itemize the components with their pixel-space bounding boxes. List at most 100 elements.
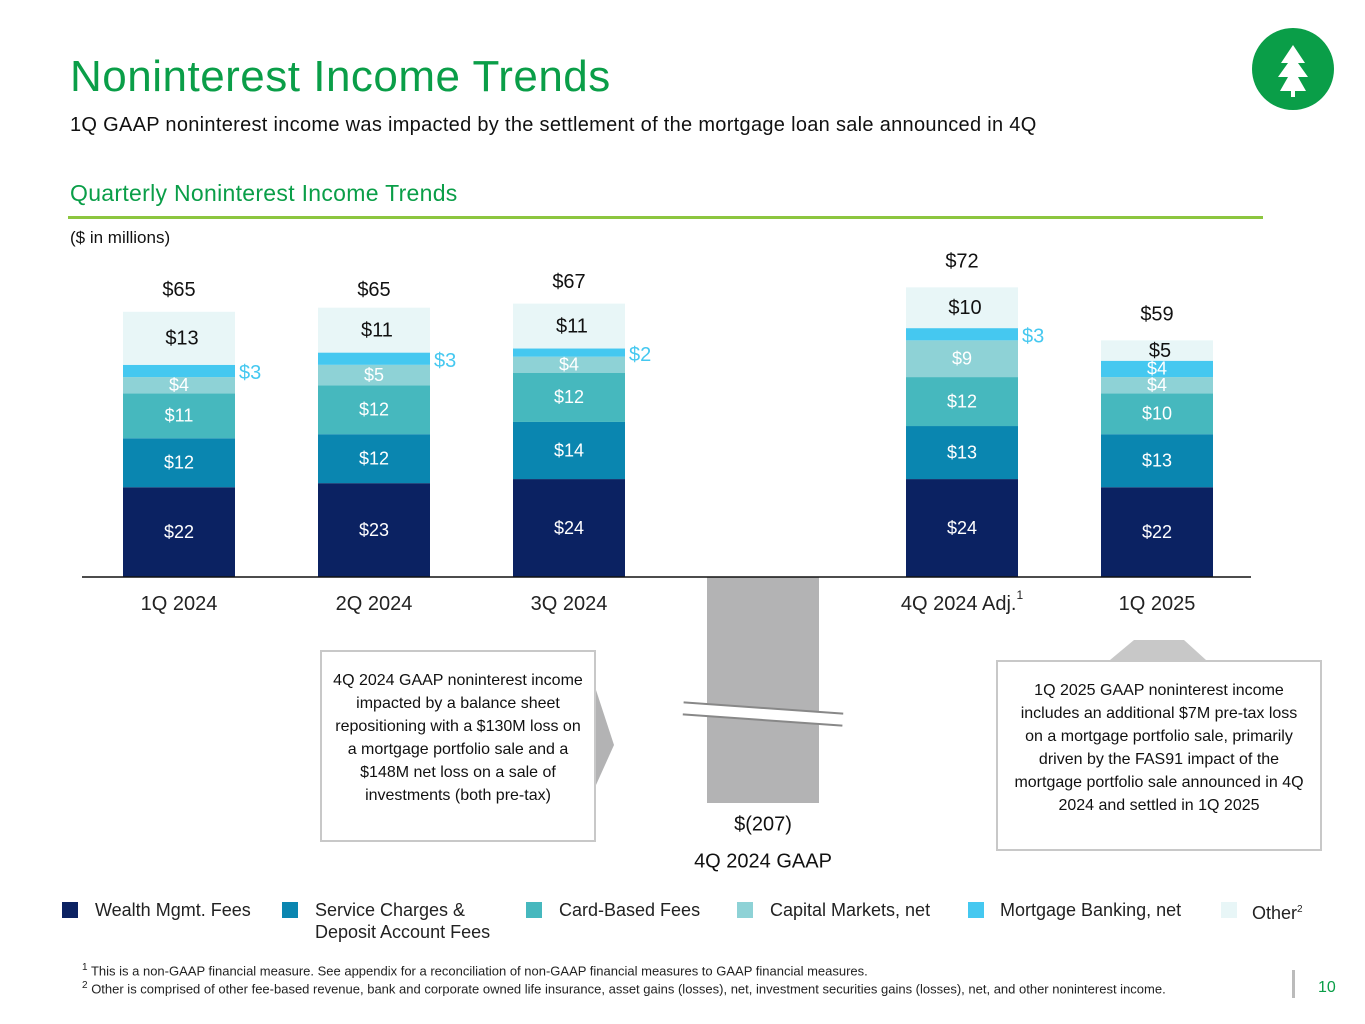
bar-segment [906, 287, 1018, 329]
total-label: $72 [945, 251, 978, 273]
x-tick-label: 2Q 2024 [336, 593, 413, 615]
footnote-text: This is a non-GAAP financial measure. Se… [90, 963, 868, 979]
divider [1292, 970, 1295, 998]
footnote-mark: 1 [1016, 588, 1023, 602]
page-number: 10 [1318, 979, 1336, 996]
data-label: $14 [554, 440, 584, 460]
data-label: $4 [559, 355, 579, 375]
x-tick-label: 1Q 2025 [1119, 593, 1196, 615]
axis-break [682, 713, 843, 727]
legend-swatch [968, 902, 984, 918]
data-label: $5 [364, 365, 384, 385]
total-label: $(207) [734, 813, 792, 835]
bar-segment [513, 479, 625, 577]
bar-segment [513, 348, 625, 357]
x-tick-label: 3Q 2024 [531, 593, 608, 615]
callout: 4Q 2024 GAAP noninterest income impacted… [320, 650, 596, 842]
bar-segment [1101, 393, 1213, 435]
data-label: $10 [948, 297, 981, 319]
data-label: $22 [164, 522, 194, 542]
total-label: $59 [1140, 304, 1173, 326]
legend-swatch [526, 902, 542, 918]
legend-label: Wealth Mgmt. Fees [95, 899, 270, 921]
legend-swatch [737, 902, 753, 918]
bar-segment [318, 364, 430, 386]
x-tick-label: 3Q 2024 [531, 593, 608, 615]
footnote-mark: 2 [82, 980, 88, 991]
bar-segment [1101, 487, 1213, 577]
data-label: $4 [169, 375, 189, 395]
callout-pointers [596, 640, 1206, 785]
data-label: $12 [947, 391, 977, 411]
legend-label: Mortgage Banking, net [1000, 899, 1210, 921]
bar-segment [1101, 377, 1213, 394]
bar-segment [906, 426, 1018, 480]
data-label: $3 [239, 362, 261, 384]
x-tick-label: 1Q 2025 [1119, 593, 1196, 615]
data-label: $4 [1147, 375, 1167, 395]
rule [68, 216, 1263, 219]
data-label: $9 [952, 348, 972, 368]
total-label: $65 [162, 279, 195, 301]
bar-segment [513, 356, 625, 373]
data-label: $5 [1149, 340, 1171, 362]
x-tick-label: 1Q 2024 [141, 593, 218, 615]
bar-segment [906, 377, 1018, 427]
data-label: $3 [1022, 326, 1044, 348]
data-label: $24 [554, 518, 584, 538]
legend-text: Capital Markets, net [770, 900, 931, 920]
x-tick-label: 4Q 2024 GAAP [694, 850, 832, 872]
bar-segment [318, 385, 430, 435]
data-label: $11 [165, 406, 194, 426]
bar-segment [1101, 360, 1213, 378]
total-label: $67 [552, 271, 585, 293]
total-label: $65 [357, 279, 390, 301]
data-label: $10 [1142, 404, 1172, 424]
bar-segment [123, 311, 235, 365]
legend-swatch [62, 902, 78, 918]
data-label: $13 [947, 442, 977, 462]
legend-text: Other [1252, 903, 1298, 923]
legend-text: Service Charges & Deposit Account Fees [315, 900, 491, 942]
subtitle: 1Q GAAP noninterest income was impacted … [70, 114, 1037, 136]
bar-segment [906, 340, 1018, 378]
x-tick-label: 1Q 2024 [141, 593, 218, 615]
bar-segment [123, 487, 235, 577]
bar-segment [123, 364, 235, 378]
legend-text: Wealth Mgmt. Fees [95, 900, 251, 920]
legend-label: Card-Based Fees [559, 899, 729, 921]
data-label: $24 [947, 518, 977, 538]
data-label: $12 [359, 448, 389, 468]
footnote-mark: 1 [82, 962, 88, 973]
callout: 1Q 2025 GAAP noninterest income includes… [996, 660, 1322, 851]
footnote-mark: 2 [1297, 904, 1303, 915]
legend-label: Other2 [1252, 899, 1332, 924]
bar-segment [318, 352, 430, 365]
bar [707, 577, 819, 803]
data-label: $3 [434, 350, 456, 372]
x-tick-label: 4Q 2024 Adj.1 [901, 588, 1024, 615]
legend-text: Mortgage Banking, net [1000, 900, 1182, 920]
data-label: $11 [361, 319, 393, 341]
data-label: $12 [164, 453, 194, 473]
bar-segment [123, 393, 235, 439]
data-label: $23 [359, 520, 389, 540]
legend-swatch [1221, 902, 1237, 918]
bar-segment [318, 434, 430, 484]
x-tick-label: 2Q 2024 [336, 593, 413, 615]
bar-segment [318, 483, 430, 577]
legend-label: Service Charges & Deposit Account Fees [315, 899, 515, 943]
footnote: 2 Other is comprised of other fee-based … [82, 977, 1242, 998]
units: ($ in millions) [70, 228, 171, 247]
bar-segment [318, 307, 430, 353]
data-label: $13 [1142, 450, 1172, 470]
bar-segment [906, 479, 1018, 577]
bar-segment [123, 438, 235, 488]
bar-segment [513, 373, 625, 422]
logo [1252, 28, 1334, 110]
footnote-text: Other is comprised of other fee-based re… [91, 981, 1166, 997]
axis-break [683, 701, 844, 715]
chart: $22 $12 $11 $4 $3 $13 $65 1Q 2024 $23 $12 $12 $5 $3 $… [82, 251, 1251, 872]
data-label: $12 [554, 387, 584, 407]
